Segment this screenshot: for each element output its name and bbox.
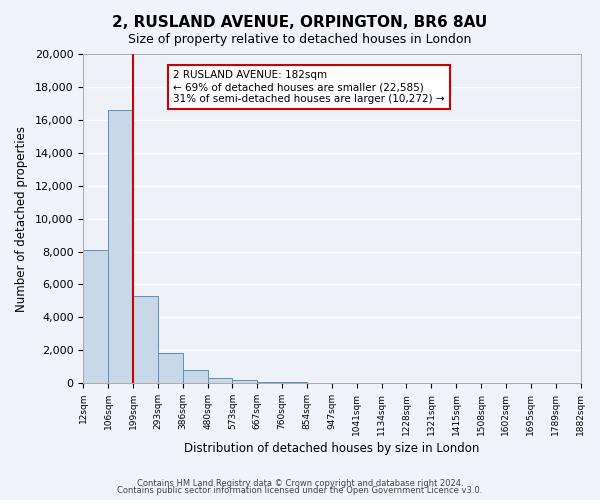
Bar	[108, 110, 133, 383]
Text: 2, RUSLAND AVENUE, ORPINGTON, BR6 8AU: 2, RUSLAND AVENUE, ORPINGTON, BR6 8AU	[112, 15, 488, 30]
Bar	[83, 250, 108, 383]
Text: 2 RUSLAND AVENUE: 182sqm
← 69% of detached houses are smaller (22,585)
31% of se: 2 RUSLAND AVENUE: 182sqm ← 69% of detach…	[173, 70, 445, 104]
Text: Contains public sector information licensed under the Open Government Licence v3: Contains public sector information licen…	[118, 486, 482, 495]
Bar	[282, 382, 307, 383]
X-axis label: Distribution of detached houses by size in London: Distribution of detached houses by size …	[184, 442, 479, 455]
Text: Contains HM Land Registry data © Crown copyright and database right 2024.: Contains HM Land Registry data © Crown c…	[137, 478, 463, 488]
Text: Size of property relative to detached houses in London: Size of property relative to detached ho…	[128, 32, 472, 46]
Bar	[158, 353, 183, 383]
Bar	[257, 382, 282, 383]
Bar	[183, 370, 208, 383]
Y-axis label: Number of detached properties: Number of detached properties	[15, 126, 28, 312]
Bar	[232, 380, 257, 383]
Bar	[133, 296, 158, 383]
Bar	[208, 378, 232, 383]
